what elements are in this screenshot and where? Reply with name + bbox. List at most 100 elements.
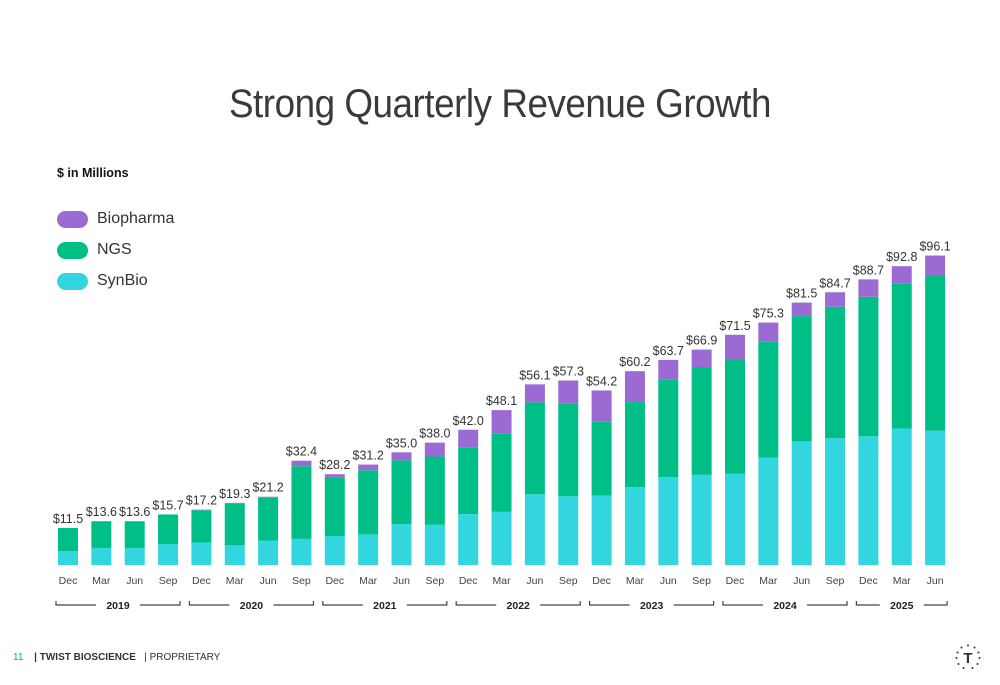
x-tick-label-2: Jun: [126, 575, 143, 587]
bar-biopharma-21: [758, 322, 779, 342]
year-bracket-6: [855, 601, 948, 606]
bar-biopharma-15: [558, 380, 579, 404]
bar-synbio-22: [791, 441, 812, 565]
total-label-1: $13.6: [86, 505, 117, 519]
x-tick-label-13: Mar: [493, 575, 512, 587]
total-label-23: $84.7: [819, 276, 850, 290]
bar-ngs-5: [224, 503, 245, 546]
legend-label-synbio: SynBio: [97, 272, 148, 289]
bar-synbio-20: [725, 473, 745, 565]
bar-synbio-25: [891, 428, 912, 565]
company-name: | TWIST BIOSCIENCE: [34, 652, 136, 663]
x-tick-label-10: Jun: [393, 575, 410, 587]
x-tick-label-25: Mar: [893, 575, 912, 587]
x-tick-label-0: Dec: [59, 575, 78, 587]
bar-synbio-3: [158, 544, 179, 565]
total-label-19: $66.9: [686, 334, 717, 348]
total-label-13: $48.1: [486, 394, 517, 408]
x-tick-label-16: Dec: [592, 575, 611, 587]
bar-ngs-14: [524, 402, 545, 495]
x-tick-label-6: Jun: [260, 575, 277, 587]
bar-biopharma-20: [725, 334, 745, 360]
legend-item-biopharma: Biopharma: [57, 210, 174, 228]
legend-label-ngs: NGS: [97, 241, 132, 258]
bar-ngs-12: [458, 447, 479, 515]
total-label-8: $28.2: [319, 458, 350, 472]
x-tick-label-23: Sep: [826, 575, 845, 587]
synbio-swatch: [57, 272, 88, 290]
bar-biopharma-26: [925, 255, 946, 276]
bar-ngs-25: [891, 283, 912, 429]
bar-synbio-23: [825, 438, 846, 565]
slide-title: Strong Quarterly Revenue Growth: [228, 82, 772, 126]
bar-ngs-16: [591, 421, 612, 496]
x-tick-label-4: Dec: [192, 575, 211, 587]
bar-synbio-8: [324, 536, 345, 565]
bar-synbio-26: [925, 430, 946, 565]
bar-biopharma-16: [591, 390, 612, 422]
x-tick-label-11: Sep: [426, 575, 445, 587]
proprietary-tag: | PROPRIETARY: [144, 652, 221, 663]
footer: 11 | TWIST BIOSCIENCE | PROPRIETARY: [13, 652, 220, 663]
bar-ngs-8: [324, 477, 345, 537]
total-label-7: $32.4: [286, 445, 317, 459]
total-label-4: $17.2: [186, 494, 217, 508]
bar-biopharma-5: [224, 502, 245, 504]
x-tick-label-26: Jun: [927, 575, 944, 587]
x-tick-label-5: Mar: [226, 575, 245, 587]
legend-label-biopharma: Biopharma: [97, 210, 175, 227]
total-label-6: $21.2: [252, 481, 283, 495]
bar-biopharma-17: [624, 371, 645, 403]
total-label-21: $75.3: [753, 307, 784, 321]
year-label-3: 2022: [507, 600, 531, 612]
total-label-11: $38.0: [419, 427, 450, 441]
bar-biopharma-24: [858, 279, 879, 297]
x-tick-label-24: Dec: [859, 575, 878, 587]
unit-label: $ in Millions: [57, 166, 129, 180]
bar-ngs-18: [658, 379, 679, 478]
twist-logo-icon: T: [955, 644, 981, 669]
bar-ngs-26: [925, 275, 946, 431]
bar-ngs-10: [391, 460, 412, 525]
total-label-5: $19.3: [219, 487, 250, 501]
bar-synbio-2: [124, 547, 145, 565]
bar-biopharma-9: [358, 464, 379, 471]
total-label-22: $81.5: [786, 287, 817, 301]
logo-letter: T: [963, 650, 972, 667]
total-label-25: $92.8: [886, 250, 917, 264]
x-tick-label-19: Sep: [692, 575, 711, 587]
total-label-18: $63.7: [653, 344, 684, 358]
year-label-4: 2023: [640, 600, 664, 612]
bar-synbio-11: [424, 524, 445, 565]
year-label-2: 2021: [373, 600, 397, 612]
total-label-2: $13.6: [119, 505, 150, 519]
page-number: 11: [13, 652, 24, 663]
year-bracket-4: [589, 601, 715, 606]
bar-ngs-1: [91, 521, 112, 548]
bar-biopharma-11: [424, 442, 445, 457]
x-tick-label-21: Mar: [759, 575, 778, 587]
bar-synbio-10: [391, 524, 412, 565]
bar-biopharma-10: [391, 452, 412, 461]
year-bracket-0: [55, 601, 181, 606]
total-label-14: $56.1: [519, 368, 550, 382]
bar-biopharma-12: [458, 429, 479, 448]
bar-biopharma-14: [524, 384, 545, 403]
bar-ngs-23: [825, 306, 846, 439]
x-tick-label-7: Sep: [292, 575, 311, 587]
total-label-15: $57.3: [553, 364, 584, 378]
year-label-1: 2020: [240, 600, 264, 612]
bar-ngs-11: [424, 456, 445, 525]
bar-synbio-17: [624, 487, 645, 565]
bar-synbio-9: [358, 534, 379, 565]
bar-synbio-12: [458, 514, 479, 565]
year-label-0: 2019: [106, 600, 130, 612]
bar-synbio-13: [491, 511, 512, 565]
year-label-5: 2024: [773, 600, 797, 612]
bar-synbio-5: [224, 545, 245, 565]
bar-ngs-24: [858, 296, 879, 437]
total-label-9: $31.2: [353, 449, 384, 463]
total-label-24: $88.7: [853, 263, 884, 277]
year-bracket-5: [722, 601, 848, 606]
bar-synbio-0: [58, 551, 78, 565]
